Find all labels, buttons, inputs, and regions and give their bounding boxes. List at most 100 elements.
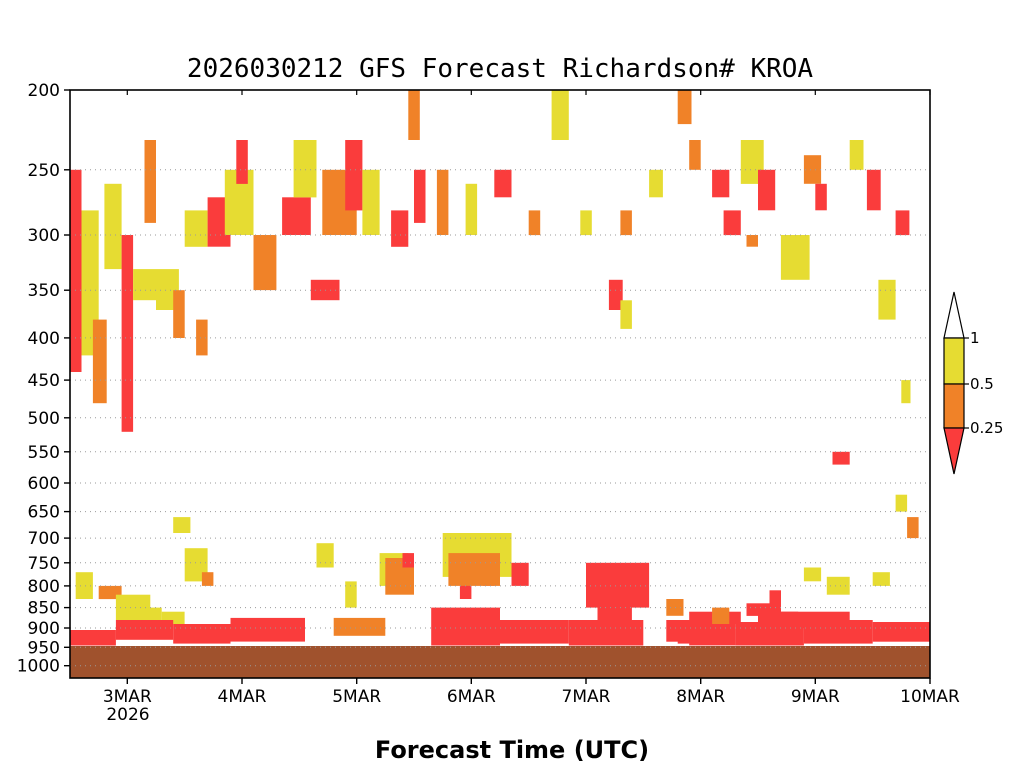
ri-band-11 <box>872 622 930 642</box>
ri-cell-15 <box>282 197 311 235</box>
y-tick-label-550: 550 <box>28 443 60 463</box>
x-tick-label-5: 8MAR <box>676 687 725 707</box>
ri-cell-9 <box>184 210 208 247</box>
colorbar-bin-1 <box>943 383 965 429</box>
ri-cell-2 <box>92 319 107 404</box>
ri-cell-37 <box>723 210 741 236</box>
x-tick-label-0: 3MAR <box>103 687 152 707</box>
chart-title: 2026030212 GFS Forecast Richardson# KROA <box>187 54 813 84</box>
ri-cell-34 <box>677 90 692 125</box>
pressure-gridlines <box>70 169 930 667</box>
ri-cell-6 <box>144 140 156 223</box>
ri-cell-61 <box>402 553 414 568</box>
colorbar-bin-0 <box>943 337 965 385</box>
ri-cell-24 <box>436 169 449 235</box>
ri-cell-32 <box>620 300 632 329</box>
ri-cell-77 <box>901 380 911 404</box>
ri-cell-46 <box>878 279 896 320</box>
ri-cell-54 <box>173 517 191 533</box>
ri-cell-22 <box>408 90 420 140</box>
ri-cell-8 <box>173 290 185 338</box>
ri-cell-30 <box>608 279 623 310</box>
ri-cell-43 <box>815 183 827 211</box>
y-tick-label-950: 950 <box>28 638 60 658</box>
ri-cell-58 <box>345 581 357 608</box>
ri-cell-36 <box>712 169 730 198</box>
ri-cell-56 <box>201 572 214 586</box>
ri-cell-31 <box>620 210 632 236</box>
ri-cell-67 <box>666 599 684 616</box>
y-tick-label-250: 250 <box>28 161 60 181</box>
ri-cell-72 <box>803 567 822 582</box>
x-tick-label-7: 10MAR <box>900 687 960 707</box>
y-tick-label-900: 900 <box>28 619 60 639</box>
ri-band-1 <box>115 620 174 640</box>
colorbar-extend-top <box>943 291 965 339</box>
plot-frame <box>69 89 931 679</box>
ri-cell-52 <box>138 607 162 620</box>
ri-cell-75 <box>872 572 890 586</box>
ri-core-1 <box>448 553 500 586</box>
y-tick-label-300: 300 <box>28 226 60 246</box>
ri-cell-27 <box>528 210 541 236</box>
ri-cell-25 <box>465 183 478 235</box>
ri-core-6 <box>712 607 730 624</box>
ri-cell-73 <box>826 576 850 595</box>
ri-cell-35 <box>689 140 701 170</box>
ri-core-5 <box>677 628 713 644</box>
colorbar: 1 0.5 0.25 <box>943 291 1003 475</box>
x-tick-label-2: 5MAR <box>332 687 381 707</box>
ri-cell-21 <box>391 210 409 247</box>
ri-band-5 <box>431 607 500 646</box>
ri-cell-76 <box>895 494 908 512</box>
x-tick-label-1: 4MAR <box>218 687 267 707</box>
ri-core-3 <box>597 594 632 620</box>
y-tick-label-500: 500 <box>28 409 60 429</box>
ri-cell-4 <box>121 235 134 432</box>
y-tick-label-700: 700 <box>28 529 60 549</box>
x-tick-label-3: 6MAR <box>447 687 496 707</box>
ri-band-0 <box>70 630 116 646</box>
y-tick-label-450: 450 <box>28 371 60 391</box>
ri-cell-11 <box>207 197 231 247</box>
y-tick-label-750: 750 <box>28 554 60 574</box>
ri-cell-10 <box>196 319 208 356</box>
ri-cell-49 <box>98 585 122 600</box>
x-tick-year: 2026 <box>106 705 149 725</box>
ri-cell-19 <box>345 140 363 211</box>
ri-cell-48 <box>75 572 93 599</box>
ri-cell-5 <box>133 269 156 301</box>
x-axis: 3MAR 4MAR 5MAR 6MAR 7MAR 8MAR 9MAR 10MAR <box>103 90 960 707</box>
ri-cell-33 <box>649 169 663 198</box>
y-tick-label-1000: 1000 <box>17 657 60 677</box>
ri-cell-14 <box>253 235 277 291</box>
colorbar-extend-bottom <box>943 427 965 475</box>
ri-cell-3 <box>104 183 122 270</box>
ri-cell-42 <box>803 155 822 184</box>
ri-cell-26 <box>494 169 512 198</box>
ri-cell-74 <box>832 451 850 465</box>
ri-cell-40 <box>758 169 776 211</box>
x-axis-label: Forecast Time (UTC) <box>375 736 649 764</box>
ri-cell-44 <box>849 140 864 170</box>
ri-cell-47 <box>895 210 910 236</box>
ri-cell-20 <box>362 169 380 235</box>
x-tick-label-4: 7MAR <box>562 687 611 707</box>
ri-band-3 <box>230 617 305 642</box>
ri-cell-64 <box>511 562 529 586</box>
ri-cell-41 <box>780 235 810 280</box>
ri-cell-57 <box>316 543 334 568</box>
ri-cell-16 <box>293 140 317 198</box>
ri-core-8 <box>769 590 781 616</box>
y-axis: 200 250 300 350 400 450 500 550 600 650 700 750 8008… <box>17 81 70 677</box>
colorbar-label-0: 1 <box>970 329 980 347</box>
colorbar-label-2: 0.25 <box>970 419 1003 437</box>
ri-cell-39 <box>746 235 758 247</box>
ri-cell-13 <box>236 140 248 184</box>
ri-cell-29 <box>580 210 592 236</box>
ri-cell-1 <box>81 210 99 356</box>
ri-cell-7 <box>156 269 179 310</box>
y-tick-label-850: 850 <box>28 599 60 619</box>
ri-band-6 <box>500 620 569 644</box>
